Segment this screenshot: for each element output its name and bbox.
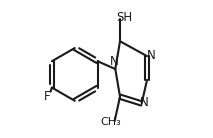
- Text: N: N: [147, 49, 155, 62]
- Text: F: F: [44, 90, 50, 103]
- Text: SH: SH: [116, 11, 132, 24]
- Text: N: N: [110, 55, 119, 68]
- Text: CH₃: CH₃: [101, 117, 122, 127]
- Text: N: N: [140, 96, 149, 109]
